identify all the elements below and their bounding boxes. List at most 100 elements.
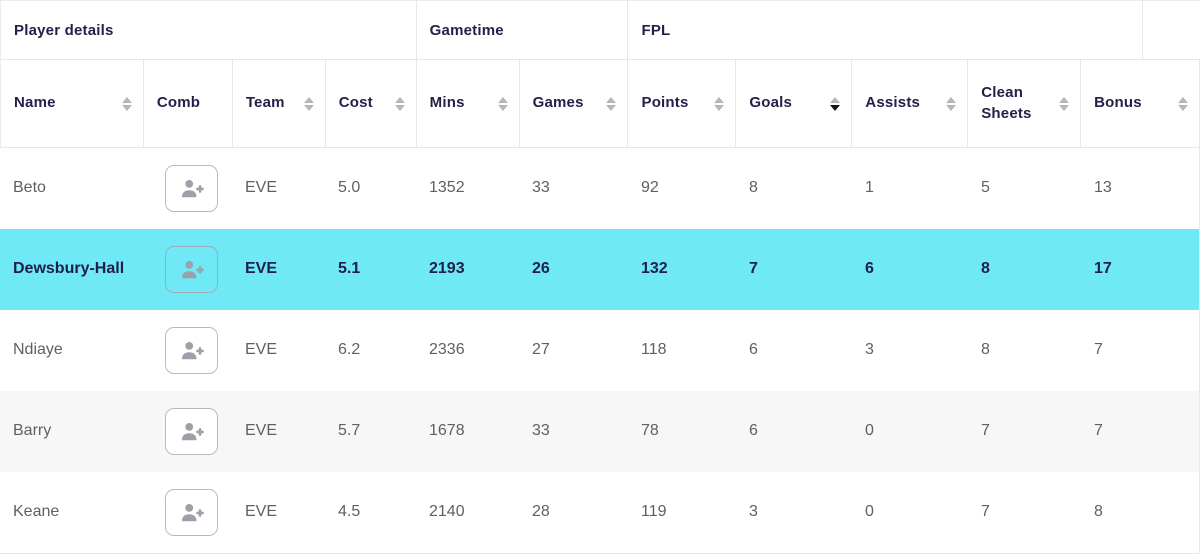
column-header-bonus[interactable]: Bonus: [1081, 60, 1200, 147]
column-header-row: Name Comb Team Cost Mins Games: [1, 60, 1200, 148]
team-cell: EVE: [245, 341, 278, 359]
bonus-cell: 7: [1081, 391, 1200, 472]
bonus-cell: 13: [1081, 148, 1200, 229]
comb-cell: [143, 391, 232, 472]
cost-cell: 5.7: [338, 422, 361, 440]
sort-icon: [121, 96, 132, 111]
assists-cell: 3: [865, 341, 874, 359]
table-row-highlighted: Dewsbury-Hall EVE 5.1 2193 26 132 7 6 8: [0, 229, 1200, 310]
column-group-player-details: Player details: [1, 1, 417, 59]
games-cell: 33: [532, 422, 550, 440]
group-label: FPL: [641, 21, 671, 39]
points-cell: 92: [641, 179, 659, 197]
column-label: Assists: [865, 94, 921, 112]
sort-icon: [606, 96, 617, 111]
sort-desc-icon: [830, 96, 841, 111]
add-player-button[interactable]: [165, 408, 218, 455]
player-name-cell: Beto: [13, 179, 46, 197]
sort-icon: [714, 96, 725, 111]
column-header-assists[interactable]: Assists: [852, 60, 969, 147]
column-group-spacer: [1143, 1, 1200, 59]
sort-icon: [1059, 96, 1070, 111]
column-label: Bonus: [1094, 94, 1142, 112]
comb-cell: [143, 229, 232, 310]
add-player-button[interactable]: [165, 165, 218, 212]
cost-cell: 4.5: [338, 503, 361, 521]
points-cell: 78: [641, 422, 659, 440]
column-group-gametime: Gametime: [417, 1, 629, 59]
table-row: Keane EVE 4.5 2140 28 119 3 0 7 8: [0, 472, 1200, 553]
sort-icon: [497, 96, 508, 111]
column-label: Cost: [338, 94, 373, 112]
person-add-icon: [181, 504, 204, 522]
player-name-cell: Keane: [13, 503, 60, 521]
column-header-mins[interactable]: Mins: [416, 60, 520, 147]
clean-sheets-cell: 7: [981, 422, 990, 440]
add-player-button[interactable]: [165, 327, 218, 374]
team-cell: EVE: [245, 260, 278, 278]
player-name-cell: Ndiaye: [13, 341, 63, 359]
comb-cell: [143, 148, 232, 229]
column-label: Clean Sheets: [981, 84, 1032, 122]
comb-cell: [143, 310, 232, 391]
column-header-games[interactable]: Games: [519, 60, 629, 147]
column-group-row: Player details Gametime FPL: [1, 1, 1200, 60]
goals-cell: 7: [749, 260, 758, 278]
person-add-icon: [181, 261, 204, 279]
column-header-team[interactable]: Team: [232, 60, 326, 147]
column-label: Goals: [749, 94, 793, 112]
group-label: Player details: [14, 21, 114, 39]
clean-sheets-cell: 7: [981, 503, 990, 521]
column-header-name[interactable]: Name: [1, 60, 144, 147]
column-header-points[interactable]: Points: [628, 60, 737, 147]
sort-icon: [303, 96, 314, 111]
points-cell: 119: [641, 503, 667, 521]
column-group-fpl: FPL: [628, 1, 1144, 59]
clean-sheets-cell: 8: [981, 260, 990, 278]
table-row: Ndiaye EVE 6.2 2336 27 118 6 3 8 7: [0, 310, 1200, 391]
column-header-goals[interactable]: Goals: [736, 60, 853, 147]
add-player-button[interactable]: [165, 246, 218, 293]
column-label: Points: [641, 94, 689, 112]
team-cell: EVE: [245, 422, 278, 440]
bonus-cell: 17: [1081, 229, 1200, 310]
clean-sheets-cell: 5: [981, 179, 990, 197]
column-label: Mins: [429, 94, 465, 112]
add-player-button[interactable]: [165, 489, 218, 536]
goals-cell: 8: [749, 179, 758, 197]
player-name-cell: Dewsbury-Hall: [13, 260, 125, 278]
table-body: Beto EVE 5.0 1352 33 92 8 1 5 13: [0, 148, 1200, 554]
cost-cell: 6.2: [338, 341, 361, 359]
assists-cell: 1: [865, 179, 874, 197]
points-cell: 118: [641, 341, 667, 359]
mins-cell: 2193: [429, 260, 465, 278]
cost-cell: 5.1: [338, 260, 361, 278]
table-row: Barry EVE 5.7 1678 33 78 6 0 7 7: [0, 391, 1200, 472]
goals-cell: 6: [749, 422, 758, 440]
goals-cell: 3: [749, 503, 758, 521]
points-cell: 132: [641, 260, 668, 278]
table-row: Beto EVE 5.0 1352 33 92 8 1 5 13: [0, 148, 1200, 229]
mins-cell: 2140: [429, 503, 465, 521]
column-header-clean-sheets[interactable]: Clean Sheets: [968, 60, 1082, 147]
column-label: Comb: [156, 94, 201, 112]
sort-icon: [394, 96, 405, 111]
clean-sheets-cell: 8: [981, 341, 990, 359]
column-header-cost[interactable]: Cost: [325, 60, 417, 147]
group-label: Gametime: [429, 21, 504, 39]
column-label: Games: [532, 94, 584, 112]
sort-icon: [946, 96, 957, 111]
person-add-icon: [181, 423, 204, 441]
bonus-cell: 7: [1081, 310, 1200, 391]
person-add-icon: [181, 180, 204, 198]
games-cell: 33: [532, 179, 550, 197]
games-cell: 27: [532, 341, 550, 359]
assists-cell: 6: [865, 260, 874, 278]
team-cell: EVE: [245, 503, 278, 521]
goals-cell: 6: [749, 341, 758, 359]
sort-icon: [1178, 96, 1188, 111]
mins-cell: 2336: [429, 341, 465, 359]
assists-cell: 0: [865, 503, 874, 521]
column-label: Name: [14, 94, 56, 112]
